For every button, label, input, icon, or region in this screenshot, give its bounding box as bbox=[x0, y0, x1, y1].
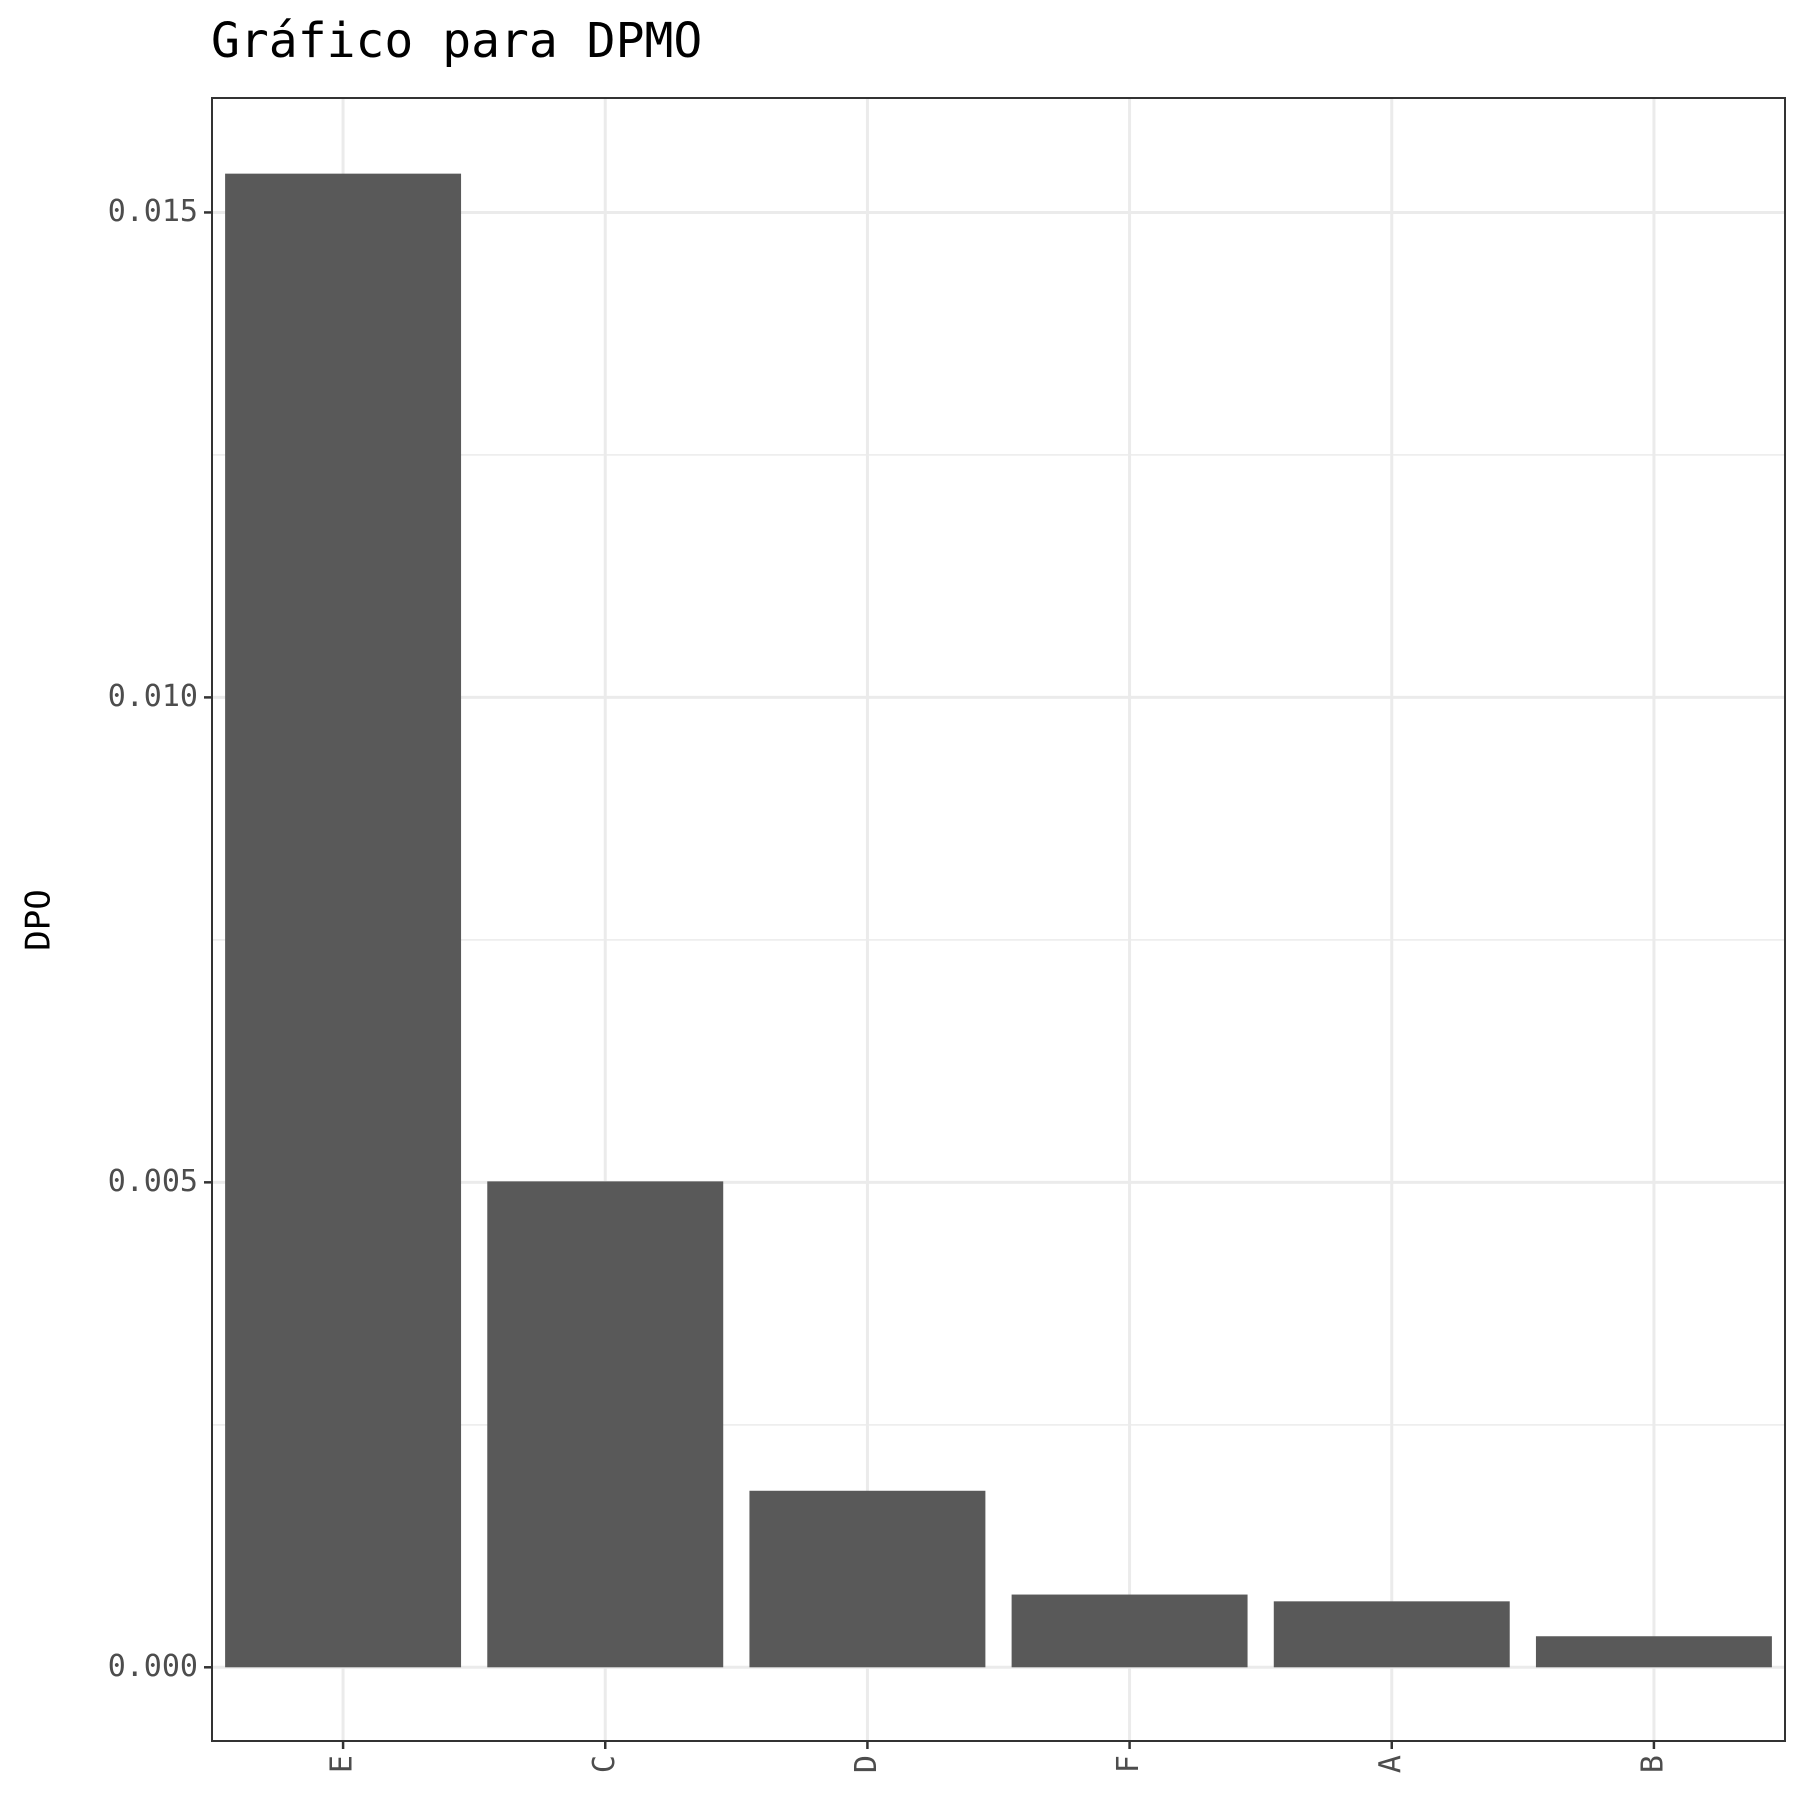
bar bbox=[1535, 1636, 1772, 1668]
bar bbox=[749, 1490, 986, 1668]
panel-border bbox=[211, 97, 1786, 1742]
bar bbox=[225, 173, 462, 1668]
y-tick-label: 0.005 bbox=[108, 1164, 198, 1199]
bar bbox=[487, 1181, 724, 1668]
chart-title: Gráfico para DPMO bbox=[211, 13, 702, 69]
y-axis-label: DPO bbox=[19, 889, 59, 950]
x-tick-label: F bbox=[1111, 1755, 1146, 1773]
x-tick-label: E bbox=[325, 1755, 360, 1773]
x-tick-label: D bbox=[849, 1755, 884, 1773]
bar bbox=[1011, 1594, 1248, 1668]
bar bbox=[1273, 1601, 1510, 1668]
y-tick-label: 0.000 bbox=[108, 1649, 198, 1684]
x-tick-label: C bbox=[587, 1755, 622, 1773]
y-tick-label: 0.015 bbox=[108, 194, 198, 229]
x-tick-label: B bbox=[1635, 1755, 1670, 1773]
y-tick-label: 0.010 bbox=[108, 679, 198, 714]
x-tick-label: A bbox=[1373, 1755, 1408, 1773]
